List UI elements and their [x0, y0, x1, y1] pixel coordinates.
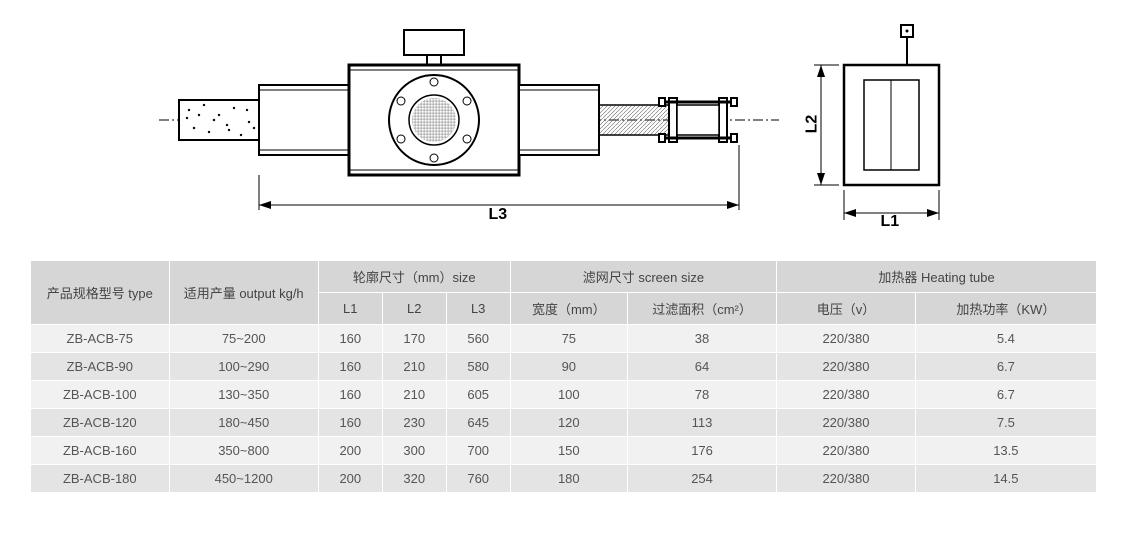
cell-l3: 760 [446, 465, 510, 493]
table-row: ZB-ACB-90100~2901602105809064220/3806.7 [31, 353, 1097, 381]
spec-table: 产品规格型号 type 适用产量 output kg/h 轮廓尺寸（mm）siz… [30, 260, 1097, 493]
cell-l1: 160 [318, 381, 382, 409]
cell-type: ZB-ACB-75 [31, 325, 170, 353]
cell-sw: 75 [510, 325, 627, 353]
cell-l1: 160 [318, 409, 382, 437]
cell-l1: 200 [318, 465, 382, 493]
th-output: 适用产量 output kg/h [169, 261, 318, 325]
cell-output: 450~1200 [169, 465, 318, 493]
th-l3: L3 [446, 293, 510, 325]
th-screen-area: 过滤面积（cm²） [627, 293, 776, 325]
th-l2: L2 [382, 293, 446, 325]
cell-p: 5.4 [915, 325, 1096, 353]
cell-sa: 176 [627, 437, 776, 465]
cell-l2: 230 [382, 409, 446, 437]
cell-p: 13.5 [915, 437, 1096, 465]
cell-l2: 320 [382, 465, 446, 493]
cell-sw: 90 [510, 353, 627, 381]
table-row: ZB-ACB-180450~1200200320760180254220/380… [31, 465, 1097, 493]
th-voltage: 电压（v） [777, 293, 916, 325]
cell-p: 6.7 [915, 381, 1096, 409]
th-l1: L1 [318, 293, 382, 325]
th-heater-group: 加热器 Heating tube [777, 261, 1097, 293]
cell-l3: 580 [446, 353, 510, 381]
cell-v: 220/380 [777, 353, 916, 381]
cell-sa: 254 [627, 465, 776, 493]
cell-v: 220/380 [777, 409, 916, 437]
cell-v: 220/380 [777, 381, 916, 409]
cell-sw: 120 [510, 409, 627, 437]
cell-p: 7.5 [915, 409, 1096, 437]
main-diagram: L3 [159, 10, 779, 230]
cell-type: ZB-ACB-100 [31, 381, 170, 409]
cell-v: 220/380 [777, 465, 916, 493]
cell-l1: 200 [318, 437, 382, 465]
cell-l2: 210 [382, 353, 446, 381]
cell-sa: 64 [627, 353, 776, 381]
side-diagram: L2 L1 [809, 10, 969, 230]
th-type: 产品规格型号 type [31, 261, 170, 325]
cell-l3: 700 [446, 437, 510, 465]
cell-output: 130~350 [169, 381, 318, 409]
diagram-area: L3 L2 L1 [30, 10, 1097, 240]
cell-type: ZB-ACB-160 [31, 437, 170, 465]
table-row: ZB-ACB-7575~2001601705607538220/3805.4 [31, 325, 1097, 353]
cell-l3: 560 [446, 325, 510, 353]
cell-type: ZB-ACB-120 [31, 409, 170, 437]
cell-p: 6.7 [915, 353, 1096, 381]
cell-output: 75~200 [169, 325, 318, 353]
cell-sa: 113 [627, 409, 776, 437]
cell-p: 14.5 [915, 465, 1096, 493]
cell-output: 350~800 [169, 437, 318, 465]
cell-sw: 150 [510, 437, 627, 465]
th-power: 加热功率（KW） [915, 293, 1096, 325]
cell-l3: 605 [446, 381, 510, 409]
cell-l3: 645 [446, 409, 510, 437]
cell-l1: 160 [318, 325, 382, 353]
cell-type: ZB-ACB-180 [31, 465, 170, 493]
cell-type: ZB-ACB-90 [31, 353, 170, 381]
dim-label-l3: L3 [489, 206, 508, 224]
cell-sa: 38 [627, 325, 776, 353]
cell-l2: 210 [382, 381, 446, 409]
th-screen-group: 滤网尺寸 screen size [510, 261, 776, 293]
cell-output: 100~290 [169, 353, 318, 381]
table-row: ZB-ACB-120180~450160230645120113220/3807… [31, 409, 1097, 437]
cell-sw: 180 [510, 465, 627, 493]
table-row: ZB-ACB-100130~35016021060510078220/3806.… [31, 381, 1097, 409]
table-body: ZB-ACB-7575~2001601705607538220/3805.4ZB… [31, 325, 1097, 493]
table-row: ZB-ACB-160350~800200300700150176220/3801… [31, 437, 1097, 465]
dim-label-l2: L2 [803, 115, 821, 134]
cell-l1: 160 [318, 353, 382, 381]
cell-sa: 78 [627, 381, 776, 409]
cell-sw: 100 [510, 381, 627, 409]
header-row-1: 产品规格型号 type 适用产量 output kg/h 轮廓尺寸（mm）siz… [31, 261, 1097, 293]
cell-v: 220/380 [777, 325, 916, 353]
dim-label-l1: L1 [881, 213, 900, 231]
th-size-group: 轮廓尺寸（mm）size [318, 261, 510, 293]
cell-v: 220/380 [777, 437, 916, 465]
th-screen-width: 宽度（mm） [510, 293, 627, 325]
cell-l2: 170 [382, 325, 446, 353]
cell-l2: 300 [382, 437, 446, 465]
cell-output: 180~450 [169, 409, 318, 437]
